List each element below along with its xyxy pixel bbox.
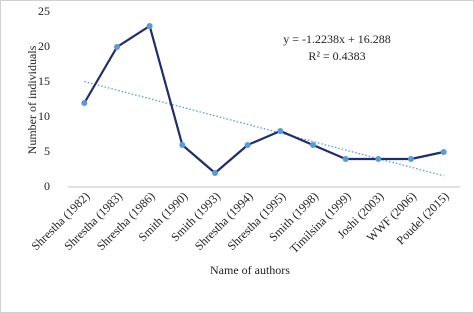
trendline [84,80,444,177]
y-axis-label: Number of individuals [25,45,39,154]
data-point [342,156,349,162]
data-point [277,128,284,134]
y-tick-label: 25 [38,4,50,18]
data-line [83,24,444,175]
data-point [440,149,447,155]
x-axis-label: Name of authors [210,263,290,277]
data-point [146,23,153,29]
y-tick-label: 5 [44,144,50,158]
y-tick-label: 15 [38,74,50,88]
data-point [179,142,186,148]
y-tick-label: 10 [38,109,50,123]
data-point [408,156,414,162]
data-point [81,100,88,106]
data-point [212,170,218,176]
y-tick-label: 20 [38,39,50,53]
y-tick-label: 0 [44,179,50,193]
trend-r-squared: R² = 0.4383 [308,49,365,63]
trend-equation: y = -1.2238x + 16.288 [283,32,391,46]
data-point [244,142,251,148]
data-point [114,44,120,50]
data-point [310,142,316,148]
data-point [375,156,382,162]
